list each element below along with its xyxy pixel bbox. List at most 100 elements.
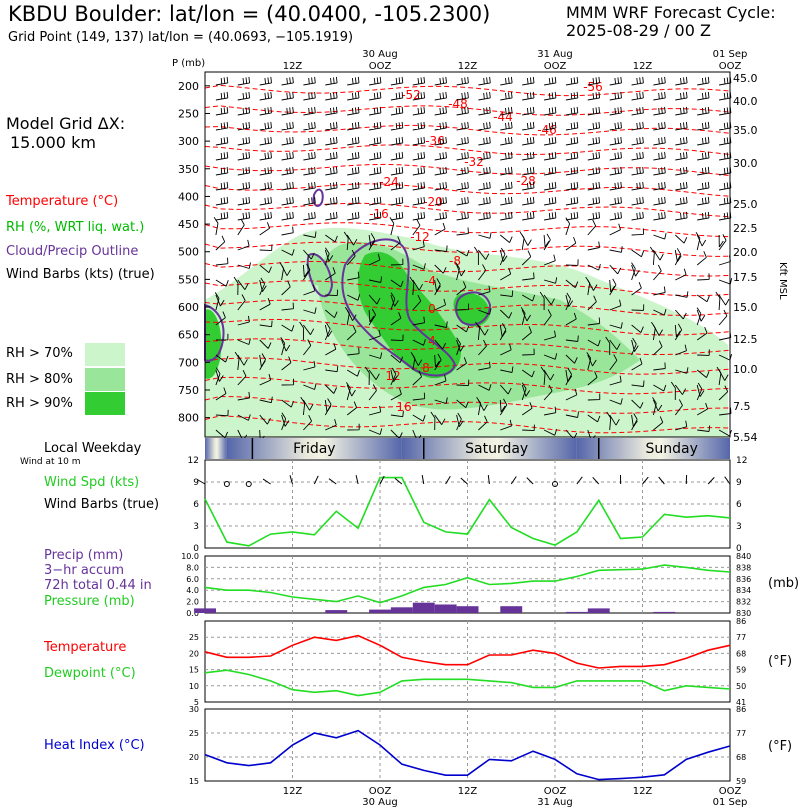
- weekday-label: Local Weekday: [44, 441, 142, 456]
- isotherm-label: 12: [385, 369, 400, 383]
- wind-barb: [434, 354, 440, 368]
- y-tick-label: 77: [736, 729, 746, 738]
- wind-barb: [587, 106, 601, 116]
- wind-barb: [369, 166, 382, 176]
- wind-barb: [412, 240, 425, 251]
- wind-barb: [675, 291, 689, 298]
- wind-barb: [609, 181, 622, 191]
- cloud-outline: [306, 253, 334, 298]
- wind-barb: [434, 397, 448, 404]
- wind-barb: [670, 381, 676, 400]
- wind-barb: [234, 351, 240, 371]
- height-tick-label: 45.0: [733, 72, 758, 85]
- wind-barb: [478, 384, 492, 391]
- y-tick-label: 0.0: [186, 609, 199, 618]
- wind-barb: [303, 339, 312, 356]
- panel-frame: [204, 555, 731, 614]
- bottom-time-tick: OOZ: [719, 786, 742, 797]
- wind-barb: [303, 166, 316, 176]
- wind-barb: [412, 370, 423, 386]
- wind-barb: [543, 277, 558, 284]
- wind-barb: [237, 166, 251, 176]
- wind-barb: [539, 291, 545, 310]
- height-tick-label: 30.0: [733, 157, 758, 170]
- wind-barb: [718, 234, 724, 248]
- wind-barb: [653, 384, 667, 392]
- grid-point-info: Grid Point (149, 137) lat/lon = (40.0693…: [8, 30, 354, 45]
- wind-barb: [237, 91, 251, 101]
- wind-barb: [325, 267, 336, 281]
- wind-barb: [434, 211, 447, 221]
- wind-barb: [434, 196, 447, 206]
- wind-barb: [325, 121, 338, 131]
- height-tick-label: 17.5: [733, 271, 758, 284]
- wind-barb: [653, 249, 664, 261]
- wind-barb: [521, 369, 535, 378]
- wind-barb: [347, 196, 360, 206]
- wind-barb: [675, 151, 688, 161]
- wind-barb: [587, 136, 601, 146]
- wind-barb: [696, 309, 706, 322]
- wind-barb: [696, 307, 702, 326]
- wind-barb: [324, 322, 331, 341]
- wind-barb: [434, 321, 448, 328]
- wind-barb: [478, 181, 491, 191]
- wind-barb: [390, 211, 404, 221]
- height-tick-label: 25.0: [733, 198, 758, 211]
- legend-rh80-swatch: [85, 368, 125, 391]
- wind-barb: [609, 106, 622, 116]
- wind-barb: [499, 247, 506, 266]
- wind-barb: [369, 91, 382, 101]
- wind-barb: [519, 231, 525, 251]
- pressure-tick-label: 300: [178, 135, 199, 148]
- wind-barb: [587, 317, 601, 326]
- wind-barb: [565, 91, 579, 101]
- height-tick-label: 20.0: [733, 246, 758, 259]
- wind-barb: [631, 262, 636, 281]
- wind-barb: [719, 121, 732, 131]
- y-tick-label: 41: [736, 698, 746, 707]
- precip-label: Precip (mm): [44, 548, 124, 563]
- wind-barb: [585, 276, 591, 296]
- y-tick-label: 3: [736, 522, 742, 532]
- wind-barb: [456, 121, 469, 131]
- wind-barb: [543, 309, 552, 326]
- wind-barb: [543, 384, 553, 401]
- precip-pressure-panel: 0.0 2.0 4.0 6.0 8.0 10.0 830 832 834 836 838 840: [181, 552, 751, 618]
- wind-barb: [609, 322, 623, 329]
- wind-barb: [303, 76, 316, 86]
- wind-barb: [544, 136, 557, 146]
- wind-barb: [303, 415, 313, 431]
- weekday-segment: [226, 438, 402, 459]
- wind-barb: [390, 388, 402, 401]
- model-grid-label: Model Grid ΔX:: [6, 114, 126, 133]
- y-tick-label: 50: [736, 682, 746, 691]
- pressure-tick-label: 750: [178, 384, 199, 397]
- wind-barb: [697, 166, 710, 176]
- wind-barb: [675, 268, 687, 281]
- wind-barb: [412, 91, 426, 101]
- wind-barb: [325, 211, 338, 221]
- forecast-cycle-value: 2025-08-29 / 00 Z: [566, 21, 711, 40]
- wind-barb: [215, 409, 229, 417]
- wind-barb: [215, 76, 229, 86]
- legend-wind-barbs: Wind Barbs (kts) (true): [6, 267, 155, 282]
- y-tick-label: 15: [189, 666, 199, 675]
- wind-barb: [719, 91, 732, 101]
- y-tick-label: 10: [189, 682, 199, 691]
- heat-index-panel: 15 20 25 30 59 68 77 86: [189, 705, 746, 786]
- wind-barb: [390, 196, 404, 206]
- wind-barb: [499, 309, 513, 319]
- wind-barb: [476, 396, 481, 416]
- wind-barb: [522, 211, 535, 221]
- wind-barb: [303, 231, 317, 238]
- wind-barb: [587, 151, 601, 161]
- wind-barb: [653, 286, 666, 296]
- wind-barb: [237, 370, 247, 386]
- wind-barb: [325, 309, 338, 319]
- cloud-outline: [204, 303, 225, 362]
- wind-barb: [434, 278, 441, 296]
- wind-barb: [565, 236, 577, 251]
- wind-barb: [587, 181, 601, 191]
- calm-wind-marker: [245, 481, 252, 487]
